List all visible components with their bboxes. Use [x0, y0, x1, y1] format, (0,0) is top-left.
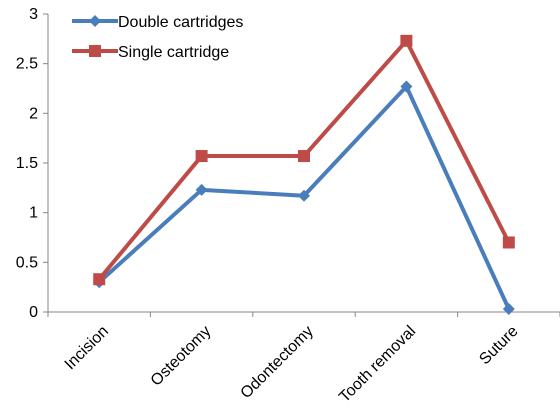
y-tick-label: 1.5	[16, 155, 38, 172]
series-double-cartridges	[93, 80, 515, 316]
data-point	[400, 34, 413, 47]
legend-marker	[89, 15, 101, 27]
legend-marker	[89, 45, 101, 57]
y-tick-label: 0.5	[16, 254, 38, 271]
data-point	[298, 189, 310, 202]
legend-label: Double cartridges	[118, 14, 243, 31]
data-point	[400, 80, 413, 93]
legend-label: Single cartridge	[118, 44, 229, 61]
x-tick-label: Odontectomy	[238, 323, 317, 402]
data-point	[195, 183, 208, 196]
y-tick-label: 2.5	[16, 56, 38, 73]
x-tick-label: Osteotomy	[148, 323, 215, 390]
x-tick-label: Incision	[62, 323, 112, 373]
y-tick-label: 3	[29, 6, 38, 23]
data-point	[93, 273, 106, 286]
y-tick-label: 1	[29, 205, 38, 222]
legend-item: Double cartridges	[72, 14, 243, 31]
data-point	[195, 150, 208, 163]
y-tick-label: 0	[29, 304, 38, 321]
series-group	[93, 34, 515, 316]
legend: Double cartridges Single cartridge	[72, 14, 243, 61]
y-tick-labels: 0 0.5 1 1.5 2 2.5 3	[16, 6, 38, 321]
x-tick-labels: Incision Osteotomy Odontectomy Tooth remova…	[62, 323, 522, 406]
series-single-cartridge	[93, 34, 515, 286]
data-point	[502, 236, 515, 249]
axes	[43, 13, 560, 317]
x-tick-label: Tooth removal	[336, 323, 419, 406]
y-tick-label: 2	[29, 105, 38, 122]
legend-item: Single cartridge	[72, 44, 229, 61]
data-point	[298, 150, 310, 163]
x-tick-label: Suture	[476, 323, 521, 368]
data-point	[502, 303, 515, 316]
